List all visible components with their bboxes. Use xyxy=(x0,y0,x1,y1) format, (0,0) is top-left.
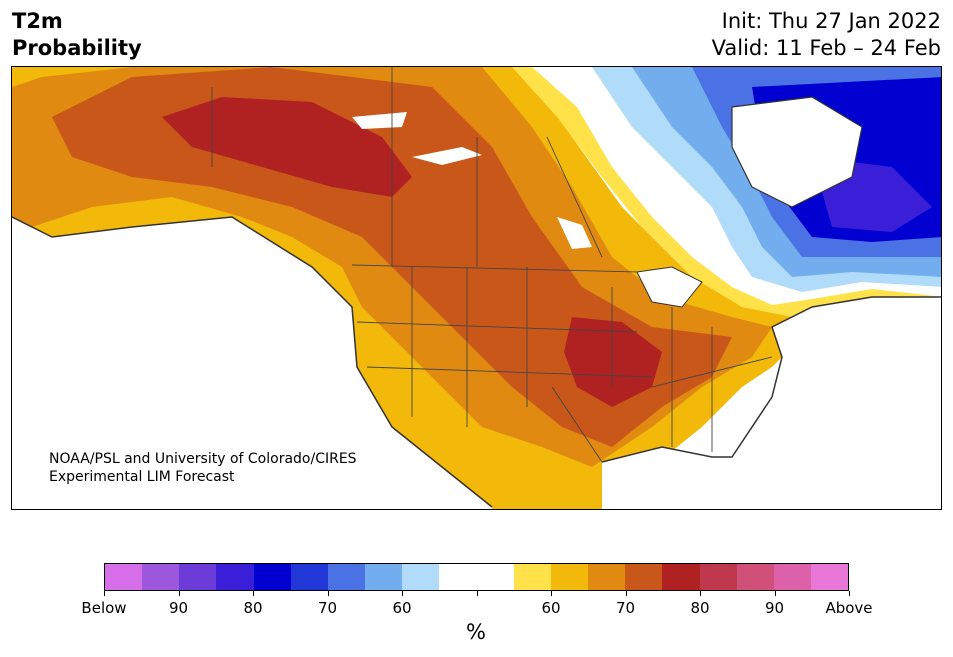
colorbar-label: 60 xyxy=(392,599,412,617)
map-title: T2m Probability xyxy=(12,8,142,62)
colorbar-segment xyxy=(105,564,143,590)
colorbar-segment xyxy=(290,564,328,590)
colorbar-label: 90 xyxy=(168,599,189,617)
lake-winnipeg xyxy=(557,217,592,249)
credit-line-1: NOAA/PSL and University of Colorado/CIRE… xyxy=(49,451,357,467)
colorbar-segment xyxy=(773,564,811,590)
colorbar-label: 80 xyxy=(690,599,710,617)
colorbar xyxy=(104,563,849,591)
colorbar-tick xyxy=(625,591,627,596)
colorbar-segment xyxy=(253,564,291,590)
colorbar-label: 70 xyxy=(317,599,338,617)
colorbar-label: 90 xyxy=(764,599,785,617)
colorbar-tick xyxy=(476,591,478,596)
colorbar-segment xyxy=(142,564,180,590)
colorbar-segment xyxy=(513,564,551,590)
colorbar-segment xyxy=(662,564,700,590)
colorbar-tick xyxy=(253,591,254,596)
colorbar-label: Below xyxy=(81,599,127,617)
credit-line-2: Experimental LIM Forecast xyxy=(49,469,235,485)
region-80-above-north xyxy=(162,97,412,197)
north-america-map xyxy=(12,67,941,509)
great-lakes xyxy=(637,267,702,307)
valid-range: Valid: 11 Feb – 24 Feb xyxy=(711,36,941,60)
title-type: Probability xyxy=(12,36,142,60)
colorbar-tick xyxy=(178,591,180,596)
hudson-bay-outline xyxy=(731,96,863,208)
political-borders xyxy=(211,67,773,463)
colorbar-segment xyxy=(588,564,626,590)
colorbar-segment xyxy=(736,564,774,590)
hudson-bay xyxy=(732,97,862,207)
colorbar-tick xyxy=(402,591,403,596)
colorbar-segment xyxy=(327,564,366,590)
colorbar-label: 60 xyxy=(541,599,561,617)
atlantic-ocean xyxy=(712,297,941,509)
colorbar-tick xyxy=(104,591,105,596)
colorbar-label: Above xyxy=(825,599,873,617)
coastline-west xyxy=(12,216,493,508)
colorbar-tick xyxy=(700,591,701,596)
colorbar-segment xyxy=(439,564,477,590)
colorbar-segment xyxy=(179,564,217,590)
title-variable: T2m xyxy=(12,9,63,33)
colorbar-label: 70 xyxy=(615,599,636,617)
colorbar-unit: % xyxy=(466,620,486,644)
region-80-above-south xyxy=(564,317,662,407)
colorbar-segment xyxy=(216,564,254,590)
colorbar-label: 80 xyxy=(243,599,263,617)
pacific-ocean xyxy=(12,217,492,509)
great-lakes-outline xyxy=(636,266,703,308)
great-slave-lake xyxy=(352,112,407,129)
colorbar-tick xyxy=(551,591,552,596)
forecast-dates: Init: Thu 27 Jan 2022 Valid: 11 Feb – 24… xyxy=(712,8,941,62)
credit-annotation: NOAA/PSL and University of Colorado/CIRE… xyxy=(49,450,357,486)
colorbar-tick xyxy=(849,591,850,596)
colorbar-segment xyxy=(625,564,663,590)
colorbar-tick xyxy=(774,591,776,596)
coastline-east xyxy=(601,296,941,463)
colorbar-segment xyxy=(699,564,737,590)
colorbar-segment xyxy=(365,564,403,590)
colorbar-tick xyxy=(327,591,329,596)
gulf-of-mexico xyxy=(602,447,712,509)
probability-map xyxy=(11,66,942,510)
colorbar-segment xyxy=(402,564,440,590)
colorbar-segment xyxy=(476,564,514,590)
init-date: Init: Thu 27 Jan 2022 xyxy=(721,9,941,33)
colorbar-segment xyxy=(550,564,589,590)
great-bear-lake xyxy=(412,147,482,165)
colorbar-segment xyxy=(810,564,849,590)
